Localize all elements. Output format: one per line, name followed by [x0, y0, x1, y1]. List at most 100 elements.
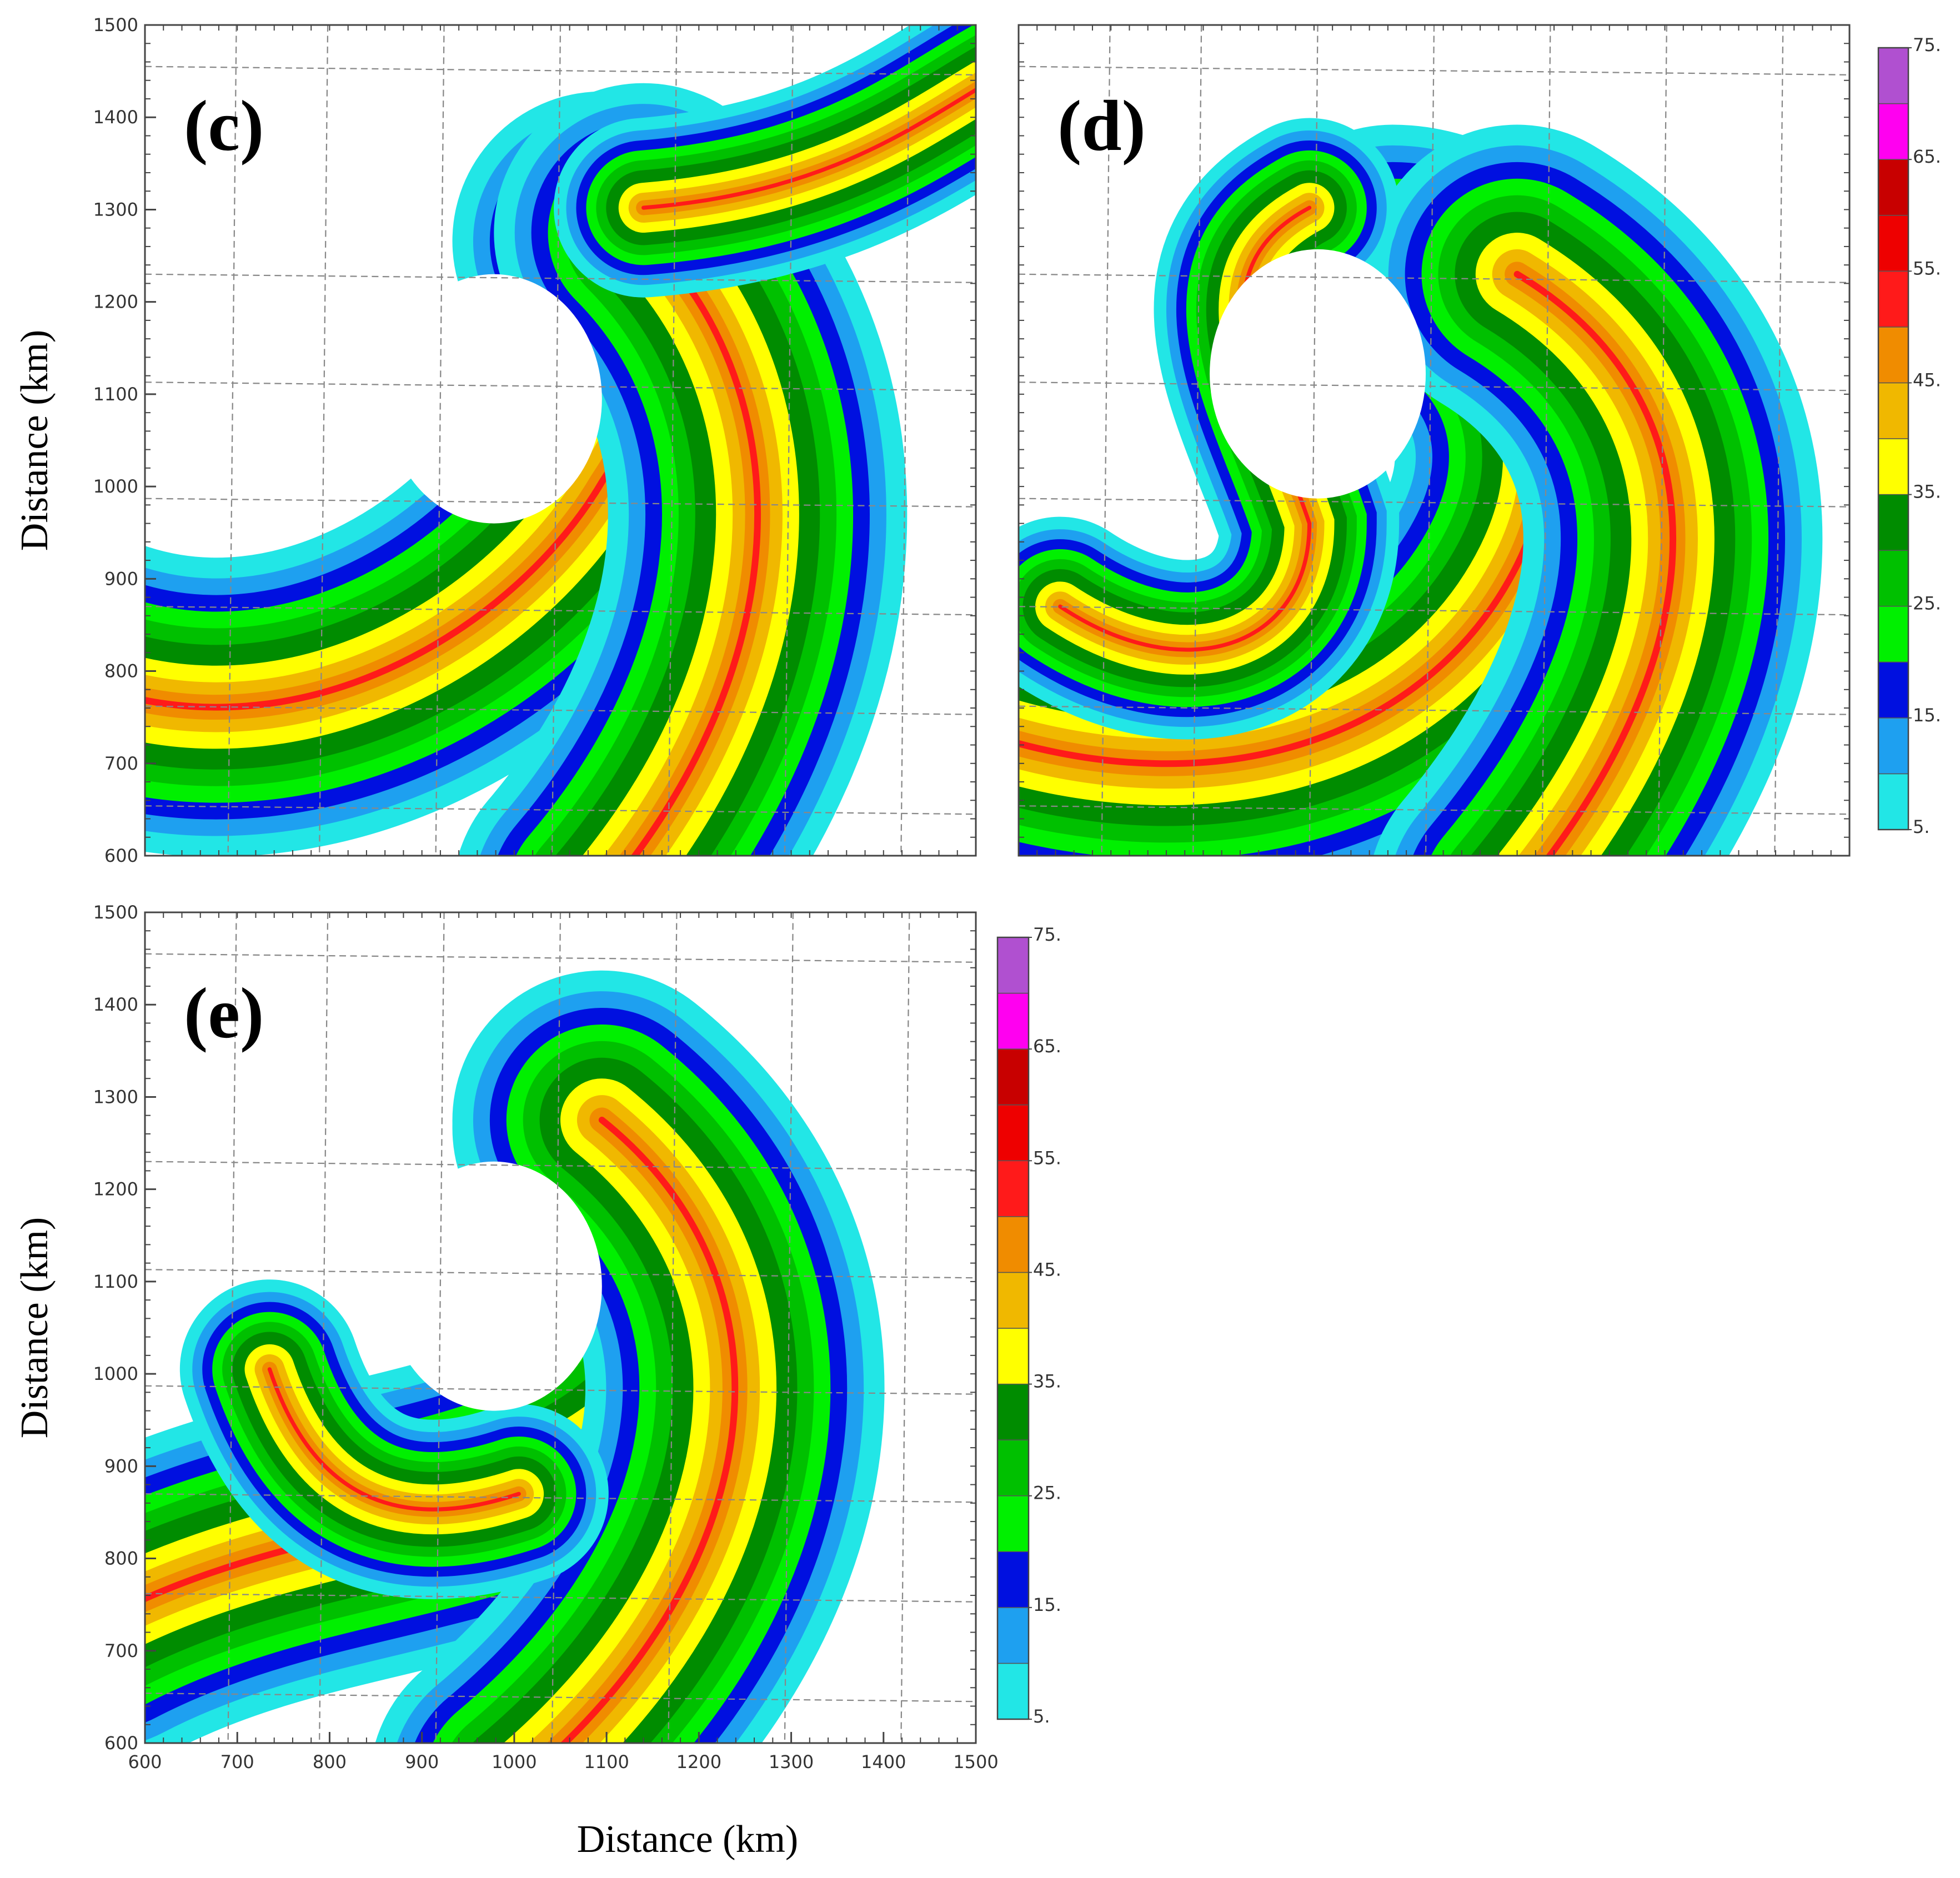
- x-tick-label: 1200: [676, 1751, 721, 1772]
- y-tick-label: 700: [104, 1640, 138, 1661]
- graticule: [551, 25, 562, 856]
- graticule: [1019, 273, 1849, 283]
- y-axis-label: Distance (km): [13, 1217, 56, 1438]
- colorbar-band: [997, 1495, 1029, 1553]
- graticule: [145, 1493, 976, 1503]
- graticule: [1309, 25, 1319, 856]
- graticule: [227, 25, 237, 856]
- colorbar-band: [1878, 550, 1909, 607]
- y-tick-label: 700: [104, 753, 138, 774]
- y-tick-label: 1100: [93, 384, 138, 405]
- x-axis-label: Distance (km): [577, 1818, 798, 1861]
- y-tick-label: 1300: [93, 1086, 138, 1107]
- panel-label: (e): [184, 973, 264, 1053]
- graticule: [784, 912, 794, 1743]
- field: [145, 912, 976, 1743]
- graticule: [1019, 381, 1849, 391]
- graticule: [900, 912, 910, 1743]
- colorbar-band: [997, 1160, 1029, 1217]
- graticule: [668, 912, 678, 1743]
- graticule: [145, 1593, 976, 1603]
- colorbar-label: 25.: [1913, 593, 1941, 614]
- colorbar-band: [1878, 327, 1909, 384]
- colorbar-band: [1878, 661, 1909, 719]
- colorbar-label: 35.: [1033, 1371, 1061, 1392]
- colorbar-label: 15.: [1033, 1594, 1061, 1615]
- graticule: [145, 498, 976, 508]
- x-tick-label: 1100: [584, 1751, 629, 1772]
- graticule: [1101, 25, 1111, 856]
- graticule: [551, 912, 562, 1743]
- y-tick-label: 1400: [93, 107, 138, 128]
- reflectivity-band: [560, 1117, 739, 1743]
- graticule: [227, 912, 237, 1743]
- graticule: [784, 25, 794, 856]
- y-tick-label: 600: [104, 1733, 138, 1754]
- y-tick-label: 1500: [93, 14, 138, 36]
- graticule: [145, 1269, 976, 1279]
- colorbar-frame: [1877, 47, 1909, 831]
- colorbar-band: [1878, 494, 1909, 551]
- y-tick-label: 1200: [93, 292, 138, 313]
- colorbar-label: 55.: [1033, 1147, 1061, 1168]
- colorbar-label: 15.: [1913, 705, 1941, 726]
- graticule: [1657, 25, 1668, 856]
- graticule: [1192, 25, 1202, 856]
- x-tick-label: 1500: [953, 1751, 998, 1772]
- colorbar-label: 5.: [1033, 1706, 1050, 1727]
- colorbar-band: [1878, 214, 1909, 272]
- graticule: [145, 606, 976, 616]
- y-tick-label: 800: [104, 661, 138, 682]
- colorbar-band: [997, 992, 1029, 1050]
- colorbar-band: [1878, 438, 1909, 495]
- colorbar-band: [1878, 47, 1909, 104]
- colorbar-label: 75.: [1913, 34, 1941, 56]
- plot-frame: [144, 24, 977, 857]
- field-clip: [145, 912, 976, 1743]
- colorbar-band: [1878, 382, 1909, 439]
- reflectivity-band: [1513, 270, 1676, 856]
- colorbar-band: [1878, 773, 1909, 830]
- field: [1019, 25, 1849, 856]
- graticule: [435, 25, 445, 856]
- graticule: [1541, 25, 1551, 856]
- colorbar-band: [1878, 270, 1909, 328]
- x-tick-label: 1300: [769, 1751, 814, 1772]
- y-tick-label: 1500: [93, 902, 138, 923]
- colorbar-band: [1878, 103, 1909, 160]
- colorbar-label: 35.: [1913, 481, 1941, 503]
- graticule: [145, 805, 976, 815]
- y-tick-label: 1200: [93, 1179, 138, 1200]
- colorbar-label: 25.: [1033, 1483, 1061, 1504]
- colorbar-band: [1878, 159, 1909, 216]
- colorbar-band: [1878, 605, 1909, 663]
- graticule: [1019, 705, 1849, 715]
- colorbar-label: 45.: [1913, 369, 1941, 390]
- y-tick-label: 800: [104, 1548, 138, 1569]
- graticule: [319, 25, 329, 856]
- y-tick-label: 1400: [93, 994, 138, 1015]
- colorbar-label: 65.: [1913, 146, 1941, 167]
- graticule: [145, 705, 976, 715]
- graticule: [1425, 25, 1435, 856]
- graticule: [319, 912, 329, 1743]
- field-clip: [145, 25, 976, 856]
- graticule: [1774, 25, 1784, 856]
- x-tick-label: 800: [313, 1751, 347, 1772]
- colorbar-band: [997, 1272, 1029, 1329]
- graticule: [1019, 606, 1849, 616]
- eye: [385, 1161, 602, 1411]
- colorbar-band: [997, 1328, 1029, 1385]
- colorbar-band: [997, 1104, 1029, 1162]
- colorbar-band: [997, 1551, 1029, 1608]
- reflectivity-band: [641, 87, 976, 210]
- graticule: [145, 273, 976, 283]
- graticule: [900, 25, 910, 856]
- x-tick-label: 1000: [492, 1751, 537, 1772]
- reflectivity-band: [267, 1367, 521, 1512]
- y-tick-label: 1300: [93, 199, 138, 220]
- colorbar-band: [997, 1663, 1029, 1720]
- plot-frame: [1017, 24, 1851, 857]
- graticule: [145, 1693, 976, 1703]
